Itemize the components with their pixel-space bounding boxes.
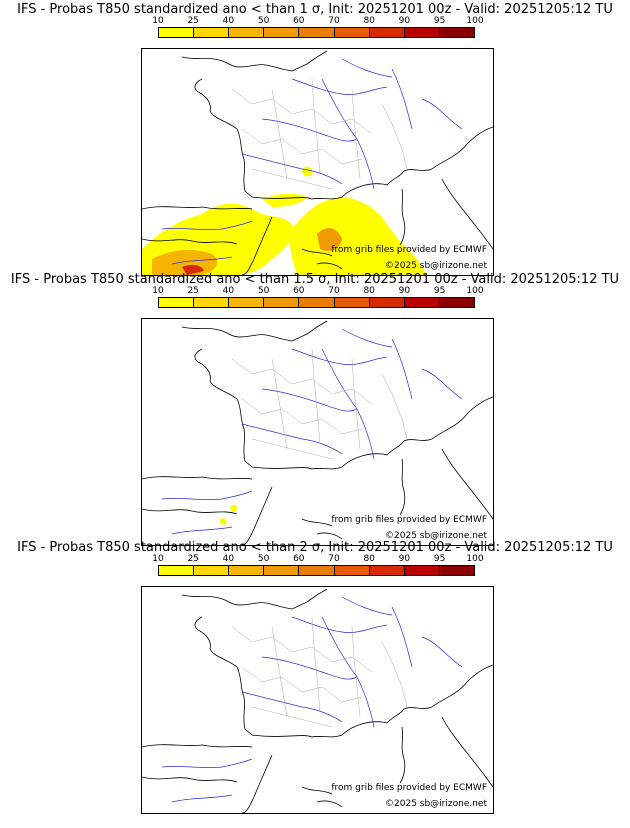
colorbar-tick-label: 80 (363, 286, 375, 296)
rivers (161, 328, 463, 535)
colorbar-segment (194, 298, 230, 307)
prob-area-max (182, 264, 204, 275)
colorbar-tick-label: 50 (257, 16, 270, 26)
rivers (161, 596, 463, 803)
colorbar-tick-label: 70 (328, 286, 340, 296)
forecast-panel-3: IFS - Probas T850 standardized ano < tha… (0, 538, 630, 814)
prob-area-small (219, 518, 227, 525)
colorbar-tick-label: 10 (152, 16, 164, 26)
colorbar-tick-label: 95 (433, 286, 446, 296)
coastline (142, 320, 493, 545)
colorbar-segment (229, 28, 265, 37)
copyright: ©2025 sb@irizone.net (385, 799, 487, 809)
copyright: ©2025 sb@irizone.net (385, 531, 487, 541)
colorbar-tick-label: 90 (398, 16, 411, 26)
probability-shading (142, 166, 427, 275)
probability-shading (219, 504, 238, 525)
prob-area-small (230, 504, 238, 513)
probability-map: from grib files provided by ECMWF ©2025 … (141, 318, 494, 546)
colorbar-segment (439, 298, 474, 307)
probability-map: from grib files provided by ECMWF ©2025 … (141, 48, 494, 276)
colorbar-tick-label: 10 (152, 554, 164, 564)
colorbar-segment (404, 566, 440, 575)
colorbar-tick-label: 100 (466, 286, 484, 296)
colorbar-segment (229, 298, 265, 307)
colorbar-tick-label: 25 (187, 16, 199, 26)
colorbar-segment (439, 566, 474, 575)
colorbar-tick-label: 70 (328, 554, 340, 564)
colorbar-segment (334, 298, 370, 307)
colorbar-segment (194, 566, 230, 575)
colorbar-segment (404, 298, 440, 307)
colorbar-segment (194, 28, 230, 37)
colorbar-segment (264, 298, 300, 307)
colorbar-tick-label: 50 (257, 286, 270, 296)
colorbar-tick-label: 100 (466, 16, 484, 26)
colorbar-tick-label: 95 (433, 16, 446, 26)
copyright: ©2025 sb@irizone.net (385, 261, 487, 271)
prob-area-pyrenees (262, 193, 307, 207)
colorbar (158, 27, 475, 38)
colorbar-segment (229, 566, 265, 575)
forecast-panel-2: IFS - Probas T850 standardized ano < tha… (0, 270, 630, 546)
colorbar-segment (299, 298, 335, 307)
colorbar-segment (334, 566, 370, 575)
colorbar-segment (369, 28, 405, 37)
colorbar-tick-label: 40 (222, 286, 235, 296)
colorbar-tick-label: 10 (152, 286, 164, 296)
panel-title: IFS - Probas T850 standardized ano < tha… (17, 2, 613, 17)
source-credit: from grib files provided by ECMWF (331, 783, 487, 793)
colorbar-tick-label: 60 (293, 286, 305, 296)
map-svg (142, 50, 493, 275)
colorbar-tick-label: 80 (363, 554, 375, 564)
map-svg (142, 320, 493, 545)
colorbar-segment (369, 566, 405, 575)
colorbar-segment (439, 28, 474, 37)
colorbar-segment (159, 28, 195, 37)
admin-borders (231, 616, 408, 728)
colorbar-tick-label: 90 (398, 286, 411, 296)
prob-area-balearic-core (317, 227, 342, 251)
colorbar-segment (264, 566, 300, 575)
colorbar-tick-label: 100 (466, 554, 484, 564)
panel-title: IFS - Probas T850 standardized ano < tha… (10, 272, 620, 287)
colorbar-tick-label: 60 (293, 554, 305, 564)
colorbar-tick-label: 40 (222, 554, 235, 564)
coastline (142, 588, 493, 813)
colorbar-tick-label: 70 (328, 16, 340, 26)
colorbar-tick-label: 90 (398, 554, 411, 564)
colorbar-tick-label: 40 (222, 16, 235, 26)
colorbar-tick-label: 50 (257, 554, 270, 564)
colorbar-segment (299, 566, 335, 575)
colorbar-segment (159, 298, 195, 307)
colorbar-ticks: 10 25 40 50 60 70 80 90 95 100 (152, 554, 483, 565)
colorbar (158, 297, 475, 308)
coastline (142, 50, 493, 275)
prob-area-mediterranean (289, 197, 427, 275)
colorbar-segment (369, 298, 405, 307)
colorbar-tick-label: 95 (433, 554, 446, 564)
colorbar-tick-label: 80 (363, 16, 375, 26)
colorbar-segment (264, 28, 300, 37)
colorbar-tick-label: 60 (293, 16, 305, 26)
admin-borders (231, 348, 408, 460)
colorbar-ticks: 10 25 40 50 60 70 80 90 95 100 (152, 16, 483, 27)
source-credit: from grib files provided by ECMWF (331, 245, 487, 255)
colorbar-tick-label: 25 (187, 286, 199, 296)
forecast-panel-1: IFS - Probas T850 standardized ano < tha… (0, 0, 630, 276)
rivers (161, 58, 463, 265)
colorbar-segment (334, 28, 370, 37)
colorbar-ticks: 10 25 40 50 60 70 80 90 95 100 (152, 286, 483, 297)
admin-borders (231, 78, 408, 190)
panel-title: IFS - Probas T850 standardized ano < tha… (17, 540, 613, 555)
colorbar-segment (404, 28, 440, 37)
prob-area-alps (302, 166, 313, 177)
colorbar (158, 565, 475, 576)
colorbar-segment (159, 566, 195, 575)
probability-map: from grib files provided by ECMWF ©2025 … (141, 586, 494, 814)
source-credit: from grib files provided by ECMWF (331, 515, 487, 525)
map-svg (142, 588, 493, 813)
colorbar-segment (299, 28, 335, 37)
colorbar-tick-label: 25 (187, 554, 199, 564)
